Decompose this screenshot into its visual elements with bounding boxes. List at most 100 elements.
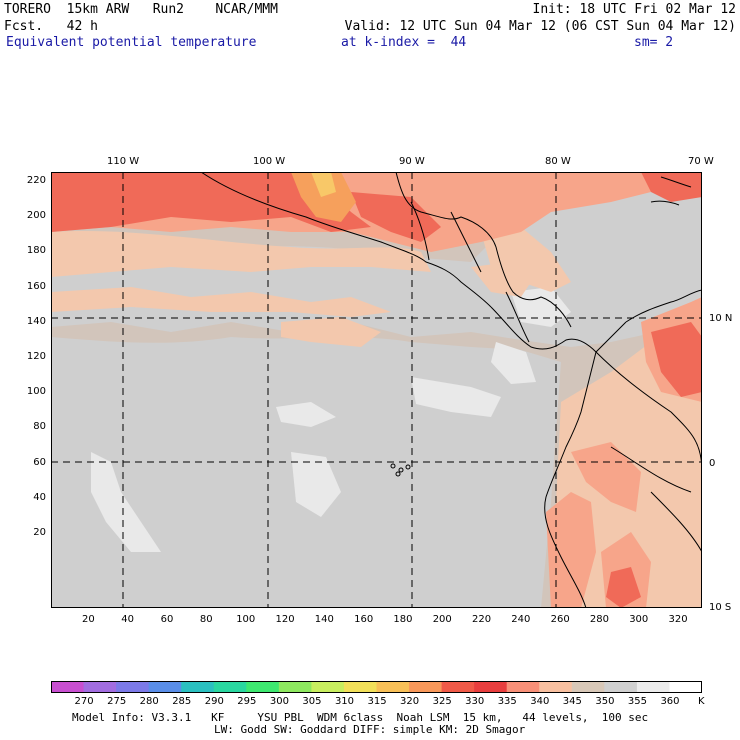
valid-time: Valid: 12 UTC Sun 04 Mar 12 (06 CST Sun …	[344, 19, 736, 34]
colorbar-tick-label: 340	[530, 696, 550, 707]
init-time: Init: 18 UTC Fri 02 Mar 12	[532, 2, 737, 17]
model-info: Model Info: V3.3.1 KF YSU PBL WDM 6class…	[72, 711, 649, 724]
colorbar-tick-label: 305	[302, 696, 322, 707]
colorbar-swatch	[83, 681, 117, 693]
lat-label-0: 0	[709, 458, 716, 469]
grid-x-label: 180	[393, 614, 413, 625]
colorbar-tick-label: 295	[237, 696, 257, 707]
field-340-coast	[481, 227, 571, 292]
border-south-america	[595, 351, 702, 553]
grid-y-label: 220	[26, 175, 46, 186]
grid-x-label: 300	[629, 614, 649, 625]
field-320-mexico	[311, 172, 336, 197]
grid-y-label: 200	[26, 210, 46, 222]
grid-y-label: 80	[33, 421, 46, 433]
lon-label-90w: 90 W	[399, 156, 425, 167]
coast-mexico	[200, 172, 492, 308]
grid-x-label: 220	[472, 614, 492, 625]
grid-x-label: 240	[511, 614, 531, 625]
galapagos-1	[390, 463, 396, 469]
grid-y-label: 100	[26, 386, 46, 398]
coastlines	[200, 172, 702, 608]
theta-e-map	[51, 172, 702, 608]
grid-x-label: 200	[432, 614, 452, 625]
grid-x-label: 20	[82, 614, 95, 625]
colorbar-tick-label: 345	[562, 696, 582, 707]
colorbar-swatch	[213, 681, 247, 693]
colorbar-tick-label: 270	[74, 696, 94, 707]
colorbar-swatch	[636, 681, 670, 693]
field-355-patch1	[91, 452, 161, 552]
field-355-patch4	[491, 342, 536, 384]
galapagos-4	[395, 471, 401, 477]
field-340-band2	[51, 287, 391, 317]
colorbar-tick-label: 310	[334, 696, 355, 707]
colorbar	[51, 681, 702, 693]
grid-x-label: 160	[354, 614, 374, 625]
colorbar-tick-label: 360	[660, 696, 680, 707]
grid-x-label: 320	[668, 614, 688, 625]
colorbar-tick-label: 300	[269, 696, 289, 707]
colorbar-tick-label: 330	[465, 696, 485, 707]
colorbar-swatch	[116, 681, 150, 693]
field-name: Equivalent potential temperature	[6, 35, 257, 50]
colorbar-tick-label: 280	[139, 696, 159, 707]
grid-x-label: 40	[121, 614, 135, 625]
galapagos-3	[405, 464, 411, 470]
colorbar-swatch	[409, 681, 443, 693]
smoothing-info: sm= 2	[634, 35, 674, 50]
field-330-guatemala	[351, 192, 441, 242]
colorbar-swatch	[278, 681, 312, 693]
colorbar-unit: K	[698, 696, 705, 707]
colorbar-swatch	[571, 681, 605, 693]
colorbar-tick-label: 315	[367, 696, 387, 707]
field-330-northwest	[51, 172, 371, 232]
field-330-carib	[641, 172, 702, 202]
field-340-band1	[51, 230, 431, 277]
coast-venezuela	[625, 289, 702, 323]
grid-y-label: 140	[26, 315, 46, 327]
colorbar-swatch	[474, 681, 508, 693]
colorbar-swatch	[669, 681, 702, 693]
colorbar-swatch	[376, 681, 410, 693]
grid-y-label: 60	[33, 456, 46, 468]
colorbar-swatch	[311, 681, 345, 693]
field-330-colombia	[651, 322, 702, 397]
colorbar-tick-label: 275	[107, 696, 127, 707]
coast-colombia	[544, 351, 597, 608]
forecast-hour: Fcst. 42 h	[4, 19, 98, 34]
grid-y-label: 120	[26, 351, 46, 362]
colorbar-tick-label: 290	[204, 696, 224, 707]
grid-x-label: 80	[199, 614, 213, 625]
grid-x-label: 120	[275, 614, 295, 625]
colorbar-swatch	[506, 681, 540, 693]
field-355-patch3	[411, 377, 501, 417]
colorbar-swatch	[343, 681, 377, 693]
grid-y-label: 180	[26, 245, 46, 257]
field-335-andes	[571, 442, 641, 512]
physics-info: LW: Godd SW: Goddard DIFF: simple KM: 2D…	[214, 723, 526, 736]
field-335-peru	[546, 492, 596, 608]
lon-label-100w: 100 W	[253, 156, 286, 167]
level-info: at k-index = 44	[341, 35, 467, 50]
lat-label-10s: 10 S	[709, 602, 732, 613]
grid-y-label: 160	[26, 280, 46, 292]
grid-y-label: 40	[33, 491, 46, 503]
grid-y-label: 20	[33, 527, 46, 538]
colorbar-tick-label: 350	[595, 696, 615, 707]
lon-label-70w: 70 W	[688, 156, 714, 167]
galapagos-2	[398, 467, 404, 473]
colorbar-tick-label: 355	[627, 696, 647, 707]
coast-carib-islands	[650, 176, 692, 206]
colorbar-tick-label: 335	[497, 696, 517, 707]
coast-central-america	[490, 306, 627, 353]
colorbar-swatch	[246, 681, 280, 693]
latlon-grid	[51, 172, 702, 608]
colorbar-tick-label: 320	[400, 696, 420, 707]
field-330-peru-spot	[606, 567, 641, 608]
field-340-band3	[281, 317, 381, 347]
colorbar-frame	[51, 681, 702, 693]
grid-x-label: 60	[160, 614, 174, 625]
field-325-mexico	[291, 172, 356, 222]
lon-label-110w: 110 W	[107, 156, 140, 167]
